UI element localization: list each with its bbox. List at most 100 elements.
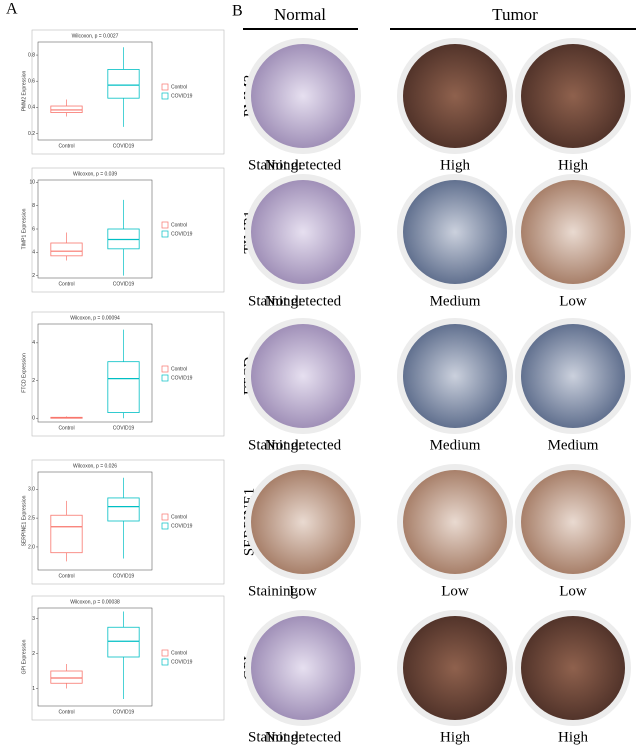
legend-key xyxy=(161,365,169,373)
y-tick-label: 2 xyxy=(32,378,35,384)
legend-key xyxy=(161,658,169,666)
chart-title: Wilcoxon, p = 0.0027 xyxy=(72,33,119,39)
staining-level: Medium xyxy=(548,437,599,453)
box xyxy=(50,242,83,257)
plot-frame xyxy=(31,311,225,437)
staining-level: Low xyxy=(441,583,469,599)
x-tick-label: COVID19 xyxy=(113,281,135,287)
y-tick-label: 0.6 xyxy=(28,79,35,85)
box xyxy=(50,514,83,554)
y-axis-label: SERPINE1 Expression xyxy=(21,495,27,546)
panel-label: B xyxy=(232,3,243,20)
plot-area xyxy=(37,607,153,707)
column-header: Normal xyxy=(274,5,326,24)
y-tick-label: 0.8 xyxy=(28,52,35,58)
y-tick-label: 6 xyxy=(32,226,35,232)
staining-label: Staining: xyxy=(248,157,302,173)
box xyxy=(50,105,83,113)
y-tick-label: 8 xyxy=(32,203,35,209)
staining-level: Medium xyxy=(430,293,481,309)
legend-key xyxy=(161,522,169,530)
y-tick-label: 2 xyxy=(32,651,35,657)
column-header: Tumor xyxy=(492,5,538,24)
legend-label: COVID19 xyxy=(171,375,193,381)
y-tick-label: 2 xyxy=(32,273,35,279)
tissue-image xyxy=(521,470,625,574)
tissue-image xyxy=(251,180,355,284)
tissue-image xyxy=(403,44,507,148)
tissue-image xyxy=(403,324,507,428)
staining-level: Medium xyxy=(430,437,481,453)
staining-level: High xyxy=(558,157,589,173)
tissue-image xyxy=(403,180,507,284)
staining-level: Not detected xyxy=(265,293,342,309)
plot-frame xyxy=(31,459,225,585)
plot-frame xyxy=(31,595,225,721)
legend-label: COVID19 xyxy=(171,523,193,529)
staining-label: Staining: xyxy=(248,437,302,453)
tissue-image xyxy=(521,324,625,428)
x-tick-label: COVID19 xyxy=(113,425,135,431)
y-tick-label: 4 xyxy=(32,340,35,346)
legend-key xyxy=(161,374,169,382)
box xyxy=(107,497,140,522)
staining-level: High xyxy=(558,729,589,745)
plot-frame xyxy=(31,29,225,155)
y-tick-label: 0.2 xyxy=(28,131,35,137)
staining-label: Staining: xyxy=(248,293,302,309)
tissue-image xyxy=(251,44,355,148)
plot-area xyxy=(37,323,153,423)
box xyxy=(50,670,83,684)
y-axis-label: GPI Expression xyxy=(21,639,27,674)
x-tick-label: COVID19 xyxy=(113,709,135,715)
chart-title: Wilcoxon, p = 0.039 xyxy=(73,171,117,177)
x-tick-label: Control xyxy=(58,281,74,287)
tissue-image xyxy=(521,44,625,148)
legend-label: COVID19 xyxy=(171,231,193,237)
y-tick-label: 0.4 xyxy=(28,105,35,111)
plot-area xyxy=(37,41,153,141)
staining-level: Not detected xyxy=(265,729,342,745)
staining-level: Low xyxy=(289,583,317,599)
tissue-image xyxy=(403,470,507,574)
x-tick-label: Control xyxy=(58,573,74,579)
panel-label: A xyxy=(6,1,18,18)
legend-label: Control xyxy=(171,366,187,372)
legend-key xyxy=(161,83,169,91)
staining-label: Staining: xyxy=(248,729,302,745)
y-tick-label: 3 xyxy=(32,616,35,622)
plot-area xyxy=(37,471,153,571)
staining-level: High xyxy=(440,729,471,745)
staining-level: Not detected xyxy=(265,157,342,173)
legend-label: Control xyxy=(171,222,187,228)
legend-key xyxy=(161,92,169,100)
y-tick-label: 3.0 xyxy=(28,487,35,493)
y-tick-label: 2.5 xyxy=(28,515,35,521)
box xyxy=(107,69,140,99)
legend-label: COVID19 xyxy=(171,93,193,99)
legend-key xyxy=(161,513,169,521)
legend-label: Control xyxy=(171,650,187,656)
x-tick-label: Control xyxy=(58,425,74,431)
tissue-image xyxy=(251,470,355,574)
box xyxy=(107,626,140,658)
y-tick-label: 4 xyxy=(32,250,35,256)
legend-key xyxy=(161,221,169,229)
y-axis-label: PMM2 Expression xyxy=(21,71,27,112)
legend-label: Control xyxy=(171,514,187,520)
staining-level: Not detected xyxy=(265,437,342,453)
y-tick-label: 10 xyxy=(29,180,35,186)
y-axis-label: TIMP1 Expression xyxy=(21,208,27,249)
y-tick-label: 1 xyxy=(32,686,35,692)
y-tick-label: 0 xyxy=(32,416,35,422)
tissue-image xyxy=(251,616,355,720)
tissue-image xyxy=(251,324,355,428)
chart-title: Wilcoxon, p = 0.00038 xyxy=(70,599,120,605)
chart-title: Wilcoxon, p = 0.026 xyxy=(73,463,117,469)
staining-level: Low xyxy=(559,293,587,309)
staining-label: Staining: xyxy=(248,583,302,599)
chart-title: Wilcoxon, p = 0.00094 xyxy=(70,315,120,321)
y-axis-label: FTCD Expression xyxy=(21,353,27,393)
legend-label: Control xyxy=(171,84,187,90)
